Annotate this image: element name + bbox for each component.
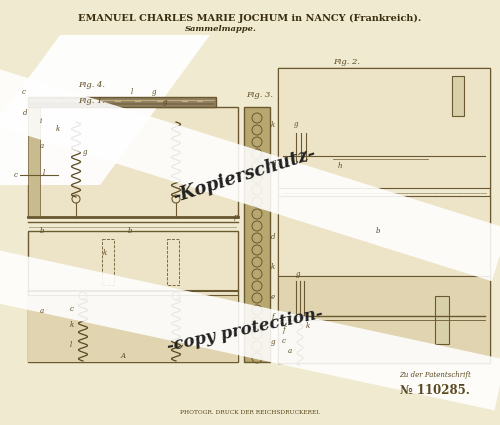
Text: PHOTOGR. DRUCK DER REICHSDRUCKEREI.: PHOTOGR. DRUCK DER REICHSDRUCKEREI. xyxy=(180,410,320,414)
Bar xyxy=(167,239,179,285)
Text: EMANUEL CHARLES MARIE JOCHUM in NANCY (Frankreich).: EMANUEL CHARLES MARIE JOCHUM in NANCY (F… xyxy=(78,14,422,23)
Bar xyxy=(278,68,490,363)
Text: h: h xyxy=(338,162,342,170)
Text: c: c xyxy=(282,337,286,345)
Text: a: a xyxy=(40,142,44,150)
Text: g: g xyxy=(296,270,300,278)
Text: k: k xyxy=(56,125,60,133)
Text: b: b xyxy=(376,227,380,235)
Text: f: f xyxy=(271,313,274,321)
Text: g: g xyxy=(83,148,87,156)
Text: q: q xyxy=(271,158,276,166)
Bar xyxy=(278,68,490,188)
Bar xyxy=(278,276,490,363)
Text: Fig. 1.: Fig. 1. xyxy=(78,97,105,105)
Text: d: d xyxy=(22,109,27,117)
Bar xyxy=(435,296,449,344)
Text: -copy protection-: -copy protection- xyxy=(166,305,324,355)
Text: l: l xyxy=(70,341,72,349)
Text: e: e xyxy=(271,293,275,301)
Text: k: k xyxy=(70,321,74,329)
Text: Fig. 2.: Fig. 2. xyxy=(333,58,360,66)
Bar xyxy=(452,76,464,116)
Text: l: l xyxy=(43,169,45,177)
Text: -Kopierschutz-: -Kopierschutz- xyxy=(172,144,318,206)
Text: a: a xyxy=(288,347,292,355)
Text: g: g xyxy=(163,98,168,106)
Text: Zu der Patentschrift: Zu der Patentschrift xyxy=(399,371,471,379)
Text: k: k xyxy=(103,249,107,257)
Bar xyxy=(28,107,40,217)
Bar xyxy=(28,107,238,217)
Bar xyxy=(28,231,238,362)
Text: k: k xyxy=(271,263,275,271)
Polygon shape xyxy=(0,249,500,411)
Bar xyxy=(28,295,238,362)
Text: A: A xyxy=(120,352,126,360)
Text: Sammelmappe.: Sammelmappe. xyxy=(185,25,257,33)
Text: b: b xyxy=(128,227,132,235)
Bar xyxy=(278,196,490,276)
Text: g: g xyxy=(294,120,298,128)
Text: c: c xyxy=(22,88,26,96)
Text: l: l xyxy=(130,88,132,96)
Text: k: k xyxy=(306,322,310,330)
Polygon shape xyxy=(0,35,210,185)
Text: f: f xyxy=(282,326,284,334)
Text: № 110285.: № 110285. xyxy=(400,383,470,397)
Text: b: b xyxy=(40,227,44,235)
Bar xyxy=(244,107,270,362)
Text: g: g xyxy=(271,338,276,346)
Bar xyxy=(102,239,114,285)
Text: c: c xyxy=(70,305,74,313)
Text: Fig. 4.: Fig. 4. xyxy=(78,81,105,89)
Text: i: i xyxy=(40,117,42,125)
Text: p: p xyxy=(234,213,238,221)
Text: a: a xyxy=(40,307,44,315)
Text: c: c xyxy=(14,171,18,179)
Text: d: d xyxy=(271,233,276,241)
Text: k: k xyxy=(271,121,275,129)
Bar xyxy=(28,97,216,107)
Text: Fig. 3.: Fig. 3. xyxy=(246,91,273,99)
Polygon shape xyxy=(0,69,500,281)
Text: g: g xyxy=(152,88,156,96)
